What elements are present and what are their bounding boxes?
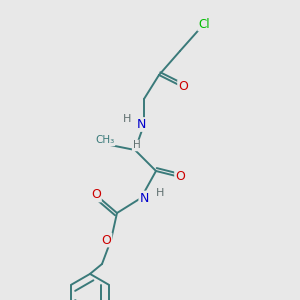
Text: O: O bbox=[178, 80, 188, 94]
Text: O: O bbox=[175, 170, 185, 184]
Text: H: H bbox=[133, 140, 140, 151]
Text: CH₃: CH₃ bbox=[95, 135, 115, 146]
Text: H: H bbox=[155, 188, 164, 198]
Text: H: H bbox=[123, 114, 132, 124]
Text: O: O bbox=[91, 188, 101, 202]
Text: N: N bbox=[137, 118, 146, 131]
Text: O: O bbox=[102, 233, 111, 247]
Text: N: N bbox=[139, 191, 149, 205]
Text: Cl: Cl bbox=[198, 17, 210, 31]
